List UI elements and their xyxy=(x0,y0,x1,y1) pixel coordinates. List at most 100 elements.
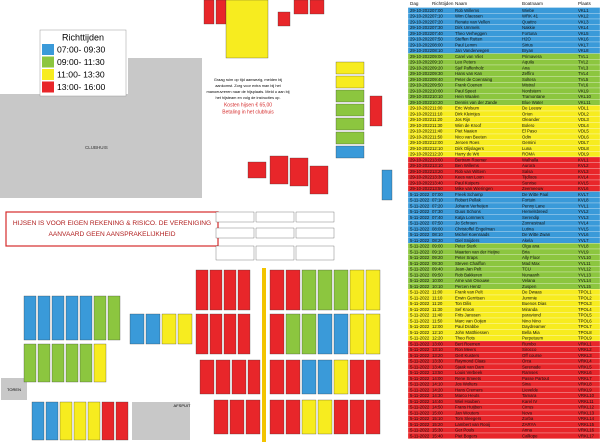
berth xyxy=(285,359,301,395)
table-cell: Zorba xyxy=(522,416,534,421)
table-cell: 15:20 xyxy=(432,422,443,427)
table-cell: Hans Cremers xyxy=(455,387,483,392)
table-cell: De Witte Zwan xyxy=(522,232,551,237)
table-cell: Mad Max xyxy=(522,261,541,266)
notice-line: HIJSEN IS VOOR EIGEN REKENING & RISICO. … xyxy=(13,220,211,227)
table-cell: 5-11-2022 xyxy=(410,232,430,237)
jetty xyxy=(262,268,266,442)
table-cell: VKL11 xyxy=(578,100,591,105)
berth xyxy=(295,211,335,223)
table-cell: 13:00 xyxy=(432,341,443,346)
table-cell: TVL6 xyxy=(578,83,589,88)
table-cell: Bert Roemen xyxy=(455,341,481,346)
table-cell: 5-11-2022 xyxy=(410,301,430,306)
legend-label: 09:00- 11:30 xyxy=(57,57,105,67)
table-cell: VDL9 xyxy=(578,152,589,157)
berth xyxy=(65,295,79,341)
table-cell: Frits Janssen xyxy=(455,313,481,318)
table-cell: Marco Heuts xyxy=(455,393,479,398)
table-cell: 11:50 xyxy=(432,318,443,323)
table-cell: TVL3 xyxy=(578,65,589,70)
berth xyxy=(293,0,309,15)
legend-box xyxy=(39,29,127,97)
table-cell: paraviond xyxy=(522,313,541,318)
table-cell: 29-10-2022 xyxy=(410,42,433,47)
table-cell: 5-11-2022 xyxy=(410,347,430,352)
table-cell: 15:30 xyxy=(432,428,443,433)
table-cell: Gert Kusters xyxy=(455,353,479,358)
table-cell: H2O xyxy=(522,37,531,42)
table-cell: 5-11-2022 xyxy=(410,341,430,346)
berth xyxy=(301,399,317,435)
berth xyxy=(225,0,269,59)
table-cell: 29-10-2022 xyxy=(410,123,433,128)
table-cell: 29-10-2022 xyxy=(410,100,433,105)
berth xyxy=(365,313,381,355)
table-cell: Passe Partout xyxy=(522,376,550,381)
table-cell: 29-10-2022 xyxy=(410,175,433,180)
table-cell: Gemini xyxy=(522,140,536,145)
berth xyxy=(335,61,365,75)
berth xyxy=(333,313,349,355)
table-cell: 07:00 xyxy=(432,192,443,197)
table-cell: 14:20 xyxy=(432,387,443,392)
berth xyxy=(247,161,267,179)
table-cell: 09:00 xyxy=(432,244,443,249)
table-cell: 11:20 xyxy=(432,117,443,122)
table-cell: 29-10-2022 xyxy=(410,117,433,122)
table-cell: VDL6 xyxy=(578,134,589,139)
table-cell: Raymond Claas xyxy=(455,359,486,364)
table-cell: YVL8 xyxy=(578,244,589,249)
berth xyxy=(349,359,365,395)
table-cell: Blue Water xyxy=(522,100,544,105)
table-cell: VRKL11 xyxy=(578,399,594,404)
table-row xyxy=(407,432,600,439)
column-header: Richttijden xyxy=(432,1,454,6)
table-cell: Jan Wouters xyxy=(455,410,479,415)
table-cell: Ben Willems xyxy=(455,163,479,168)
berth xyxy=(93,295,107,341)
berth xyxy=(335,89,365,103)
table-cell: 5-11-2022 xyxy=(410,295,430,300)
table-cell: 12:20 xyxy=(432,152,443,157)
table-cell: KVL3 xyxy=(578,169,589,174)
table-cell: Rumbo xyxy=(522,341,536,346)
table-cell: 5-11-2022 xyxy=(410,267,430,272)
table-cell: Ton Dilis xyxy=(455,301,471,306)
table-cell: 29-10-2022 xyxy=(410,88,433,93)
table-cell: Ally Floor xyxy=(522,255,540,260)
berth xyxy=(317,269,333,311)
table-cell: Wim Claessen xyxy=(455,14,483,19)
berth xyxy=(335,131,365,145)
berth xyxy=(255,211,295,223)
legend-label: 11:00- 13:30 xyxy=(57,69,105,79)
table-cell: Cirrus xyxy=(522,405,533,410)
table-cell: 10:20 xyxy=(432,100,443,105)
table-cell: KVL8 xyxy=(578,198,589,203)
table-cell: 11:00 xyxy=(432,106,443,111)
table-cell: 12:10 xyxy=(432,146,443,151)
table-cell: VKL2 xyxy=(578,14,589,19)
berth xyxy=(215,0,227,25)
table-cell: Giel Snijders xyxy=(455,238,479,243)
berth xyxy=(31,401,45,441)
table-cell: YVL5 xyxy=(578,226,589,231)
table-cell: 07:40 xyxy=(432,31,443,36)
table-cell: 07:00 xyxy=(432,8,443,13)
table-cell: Tramontane xyxy=(522,94,546,99)
berth xyxy=(269,399,285,435)
berth xyxy=(333,359,349,395)
table-cell: 5-11-2022 xyxy=(410,410,430,415)
berth xyxy=(365,359,381,395)
table-cell: Off course xyxy=(522,353,542,358)
table-cell: VRKL3 xyxy=(578,353,592,358)
berth xyxy=(23,343,37,383)
table-cell: 29-10-2022 xyxy=(410,48,433,53)
legend-label: 13:00- 16:00 xyxy=(57,82,105,92)
table-cell: 09:20 xyxy=(432,255,443,260)
table-cell: Wiebe xyxy=(522,8,535,13)
berth xyxy=(209,269,223,311)
table-cell: Guus Schons xyxy=(455,209,481,214)
table-cell: 11:20 xyxy=(432,301,443,306)
